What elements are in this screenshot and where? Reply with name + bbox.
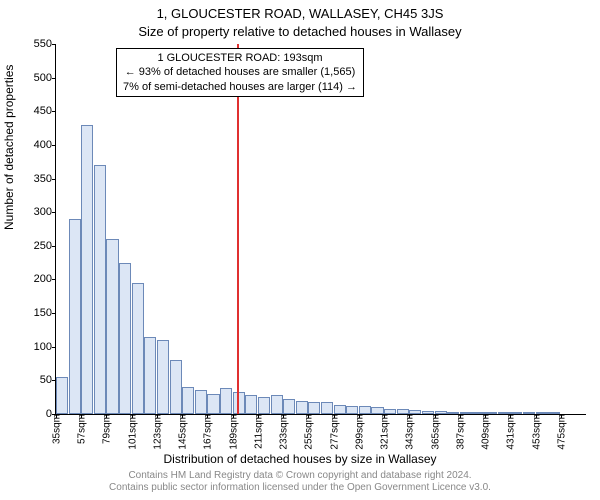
- histogram-bar: [207, 394, 219, 414]
- x-tick-label: 409sqm: [479, 414, 492, 450]
- histogram-bar: [81, 125, 93, 414]
- y-tick-mark: [52, 44, 56, 45]
- footnote: Contains HM Land Registry data © Crown c…: [0, 470, 600, 494]
- y-tick-mark: [52, 246, 56, 247]
- x-tick-label: 431sqm: [504, 414, 517, 450]
- x-tick-label: 57sqm: [75, 414, 88, 444]
- histogram-bar: [56, 377, 68, 414]
- histogram-bar: [296, 401, 308, 414]
- y-tick-mark: [52, 145, 56, 146]
- histogram-bar: [271, 395, 283, 414]
- x-tick-label: 233sqm: [277, 414, 290, 450]
- y-tick-mark: [52, 313, 56, 314]
- y-tick-mark: [52, 78, 56, 79]
- x-tick-label: 277sqm: [327, 414, 340, 450]
- plot-area: 05010015020025030035040045050055035sqm57…: [55, 44, 586, 415]
- histogram-bar: [371, 407, 383, 414]
- chart-container: 1, GLOUCESTER ROAD, WALLASEY, CH45 3JS S…: [0, 0, 600, 500]
- y-axis-label: Number of detached properties: [2, 65, 16, 230]
- histogram-bar: [245, 395, 257, 414]
- histogram-bar: [157, 340, 169, 414]
- x-tick-label: 79sqm: [100, 414, 113, 444]
- x-tick-label: 35sqm: [50, 414, 63, 444]
- histogram-bar: [94, 165, 106, 414]
- histogram-bar: [220, 388, 232, 414]
- x-tick-label: 387sqm: [453, 414, 466, 450]
- histogram-bar: [119, 263, 131, 414]
- x-tick-label: 255sqm: [302, 414, 315, 450]
- histogram-bar: [144, 337, 156, 414]
- x-tick-label: 145sqm: [176, 414, 189, 450]
- y-tick-mark: [52, 212, 56, 213]
- histogram-bar: [132, 283, 144, 414]
- histogram-bar: [308, 402, 320, 414]
- title-sub: Size of property relative to detached ho…: [0, 24, 600, 39]
- x-tick-label: 299sqm: [352, 414, 365, 450]
- x-tick-label: 101sqm: [125, 414, 138, 450]
- histogram-bar: [258, 397, 270, 414]
- reference-line: [237, 44, 239, 414]
- y-tick-mark: [52, 179, 56, 180]
- histogram-bar: [69, 219, 81, 414]
- x-axis-label: Distribution of detached houses by size …: [0, 452, 600, 466]
- info-box: 1 GLOUCESTER ROAD: 193sqm← 93% of detach…: [116, 48, 364, 97]
- x-tick-label: 475sqm: [554, 414, 567, 450]
- histogram-bar: [106, 239, 118, 414]
- x-tick-label: 453sqm: [529, 414, 542, 450]
- x-tick-label: 167sqm: [201, 414, 214, 450]
- y-tick-mark: [52, 347, 56, 348]
- x-tick-label: 365sqm: [428, 414, 441, 450]
- footnote-line2: Contains public sector information licen…: [109, 482, 491, 493]
- x-tick-label: 211sqm: [251, 414, 264, 449]
- histogram-bar: [321, 402, 333, 414]
- info-line-2: ← 93% of detached houses are smaller (1,…: [123, 65, 357, 79]
- info-line-3: 7% of semi-detached houses are larger (1…: [123, 80, 357, 94]
- footnote-line1: Contains HM Land Registry data © Crown c…: [128, 470, 471, 481]
- histogram-bar: [346, 406, 358, 414]
- histogram-bar: [195, 390, 207, 414]
- x-tick-label: 321sqm: [378, 414, 391, 450]
- histogram-bar: [283, 399, 295, 414]
- x-tick-label: 123sqm: [150, 414, 163, 450]
- title-main: 1, GLOUCESTER ROAD, WALLASEY, CH45 3JS: [0, 6, 600, 21]
- y-tick-mark: [52, 111, 56, 112]
- x-tick-label: 343sqm: [403, 414, 416, 450]
- histogram-bar: [334, 405, 346, 414]
- info-line-1: 1 GLOUCESTER ROAD: 193sqm: [123, 51, 357, 65]
- x-tick-label: 189sqm: [226, 414, 239, 450]
- histogram-bar: [359, 406, 371, 414]
- histogram-bar: [170, 360, 182, 414]
- y-tick-mark: [52, 279, 56, 280]
- histogram-bar: [182, 387, 194, 414]
